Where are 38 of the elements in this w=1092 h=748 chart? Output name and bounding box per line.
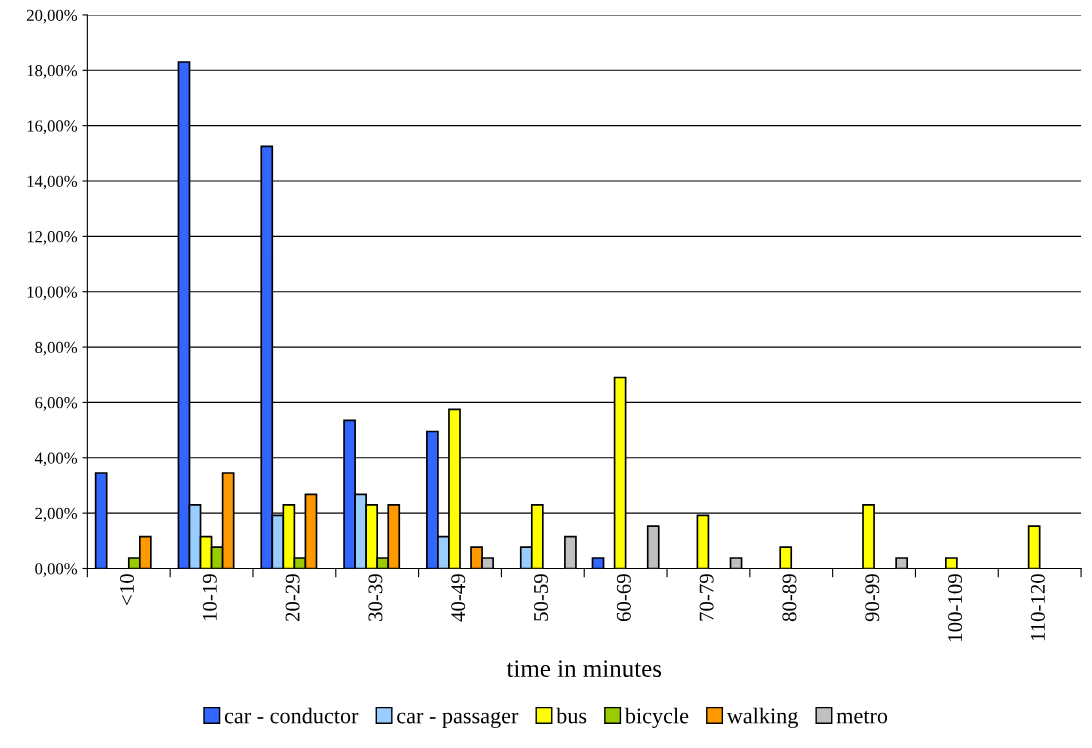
x-tick-label: 60-69 [616, 574, 631, 622]
x-tick-label: 90-99 [865, 574, 880, 622]
x-tick-label: 40-49 [451, 574, 466, 622]
y-tick-label: 6,00% [35, 397, 78, 411]
y-tick-label: 0,00% [35, 563, 78, 577]
bar [729, 557, 743, 569]
x-tick-label: 70-79 [699, 574, 714, 621]
bar [944, 557, 958, 569]
y-tick-label: 18,00% [27, 65, 78, 79]
bar [564, 535, 577, 569]
legend-label: bicycle [624, 707, 689, 728]
y-tick-label: 20,00% [26, 9, 78, 24]
y-tick-label: 10,00% [27, 286, 78, 301]
x-tick-label: 50-59 [533, 574, 549, 621]
y-tick-label: 2,00% [35, 507, 78, 522]
bar [1027, 525, 1041, 569]
y-tick-label: 14,00% [27, 175, 78, 190]
y-tick-label: 4,00% [34, 452, 78, 467]
y-tick-label: 8,00% [35, 341, 78, 356]
bar [591, 557, 605, 569]
x-tick-label: 10-19 [202, 574, 217, 621]
legend-label: car - passager [397, 711, 519, 728]
y-tick-label: 12,00% [27, 231, 78, 245]
x-tick-label: 30-39 [368, 574, 383, 621]
x-tick-label: 110-120 [1030, 574, 1045, 641]
x-tick-label: 20-29 [285, 574, 300, 622]
legend-label: bus [556, 707, 587, 724]
legend-label: metro [836, 710, 888, 724]
legend-label: walking [726, 707, 798, 728]
legend-label: car - conductor [224, 707, 359, 724]
bar [895, 557, 909, 569]
x-tick-label: 100-109 [948, 574, 963, 641]
bar [779, 546, 793, 569]
x-axis-title: time in minutes [506, 660, 662, 678]
y-tick-label: 16,00% [27, 120, 78, 135]
bar [646, 525, 660, 569]
x-tick-label: <10 [119, 574, 134, 605]
x-tick-label: 80-89 [782, 574, 797, 622]
